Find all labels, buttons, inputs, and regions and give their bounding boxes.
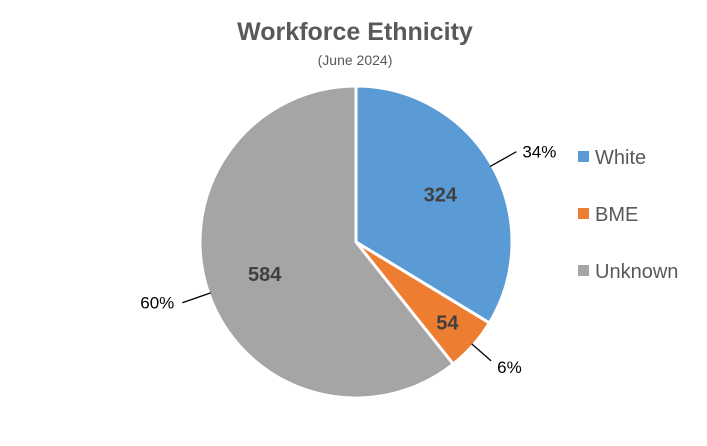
percent-label-white: 34% [522,143,556,162]
value-label-white: 324 [424,185,458,207]
chart-title: Workforce Ethnicity [237,18,473,46]
legend-swatch-unknown [578,265,589,276]
leader-line-white [489,151,517,168]
percent-label-unknown: 60% [140,294,174,313]
legend-label-white: White [595,147,646,169]
legend-swatch-bme [578,208,589,219]
legend-label-unknown: Unknown [595,261,678,283]
value-label-unknown: 584 [248,264,282,286]
legend-label-bme: BME [595,204,638,226]
chart-subtitle: (June 2024) [318,52,393,68]
percent-label-bme: 6% [497,358,522,377]
legend-swatch-white [578,151,589,162]
value-label-bme: 54 [436,312,459,334]
leader-line-bme [471,343,492,362]
pie-slices [198,84,514,400]
slice-percent-labels: 34% 6% 60% [140,143,556,377]
legend: White BME Unknown [578,147,678,283]
slice-value-labels: 324 54 584 [248,185,459,335]
leader-line-unknown [182,292,211,304]
